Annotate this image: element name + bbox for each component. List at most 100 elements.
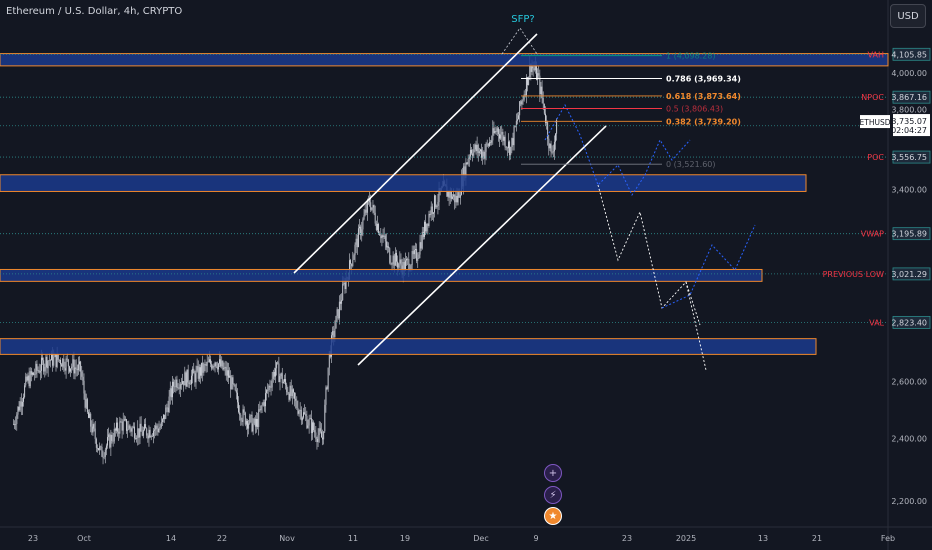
candle-body (315, 432, 317, 439)
price-tick-label: 3,400.00 (891, 185, 927, 194)
candle-body (228, 370, 229, 378)
candle-body (158, 428, 160, 433)
candle-body (206, 361, 208, 366)
level-label: VWAP (861, 230, 884, 239)
candle-body (268, 385, 270, 391)
candle-body (340, 301, 341, 304)
candle-body (148, 429, 150, 439)
candle-body (244, 412, 246, 425)
price-tick-label: 2,400.00 (891, 435, 927, 444)
candle-body (502, 131, 504, 141)
candle-body (305, 414, 307, 416)
candle-body (165, 407, 167, 419)
candle-body (503, 136, 505, 141)
fib-label: 0.618 (3,873.64) (666, 92, 741, 101)
candle-body (34, 374, 36, 375)
candle-body (17, 406, 19, 415)
candle-body (43, 360, 45, 372)
candle-body (296, 400, 298, 408)
candle-body (431, 206, 433, 214)
candle-body (438, 188, 440, 203)
candle-body (57, 354, 59, 360)
candle-body (82, 376, 84, 381)
candle-body (253, 418, 255, 424)
candle-body (448, 191, 450, 198)
candle-body (221, 360, 223, 367)
candle-body (93, 424, 95, 429)
time-tick-label: 2025 (676, 534, 696, 543)
candle-body (242, 409, 244, 422)
candle-body (208, 359, 210, 362)
flag-icon[interactable]: ★ (544, 507, 562, 525)
zone-box (0, 268, 763, 282)
candle-body (21, 401, 23, 407)
candle-body (334, 328, 336, 337)
candle-body (71, 366, 73, 369)
candle-body (211, 363, 213, 369)
candle-body (531, 66, 533, 72)
candle-body (279, 376, 281, 383)
candle-body (515, 120, 517, 127)
candle-body (185, 372, 187, 387)
candle-body (359, 226, 360, 229)
candle-body (85, 399, 87, 408)
candle-body (138, 428, 140, 438)
candle-body (336, 309, 338, 317)
zone-box (0, 53, 889, 67)
candle-body (35, 363, 37, 375)
candle-body (168, 396, 170, 413)
candle-body (454, 194, 456, 203)
candle-body (480, 149, 481, 152)
candle-body (222, 360, 224, 370)
candle-body (362, 219, 364, 230)
candle-body (176, 379, 178, 388)
candle-body (338, 301, 340, 319)
currency-button[interactable]: USD (890, 4, 926, 28)
candle-body (267, 390, 269, 391)
candle-body (499, 134, 500, 139)
lightning-icon[interactable]: ⚡ (544, 486, 562, 504)
candle-body (129, 425, 131, 429)
candle-body (429, 214, 431, 216)
candle-body (528, 77, 530, 86)
candle-body (150, 435, 152, 438)
level-price-value: 3,021.29 (891, 270, 927, 279)
candle-body (529, 63, 531, 78)
candle-body (128, 425, 130, 430)
candle-body (204, 364, 206, 365)
candle-body (277, 362, 279, 364)
candle-body (455, 195, 457, 203)
candle-body (275, 368, 276, 377)
candle-body (53, 356, 55, 366)
time-tick-label: Dec (473, 534, 488, 543)
candle-body (394, 252, 396, 266)
level-price-value: 3,867.16 (891, 93, 927, 102)
candle-body (63, 358, 65, 369)
candle-body (370, 202, 372, 210)
candle-body (111, 434, 113, 441)
candle-body (510, 146, 512, 155)
candle-body (541, 86, 543, 98)
candle-body (303, 412, 304, 418)
candle-body (112, 440, 114, 442)
candle-body (280, 373, 282, 377)
candle-body (123, 419, 125, 421)
candle-body (301, 417, 303, 421)
candle-body (314, 430, 316, 433)
candle-body (149, 429, 151, 438)
candle-body (488, 142, 490, 146)
candle-body (127, 429, 129, 431)
candle-body (61, 364, 63, 367)
zone-box (0, 338, 817, 355)
candle-body (33, 372, 35, 375)
candle-body (397, 261, 399, 268)
candle-body (540, 86, 542, 95)
plus-icon[interactable]: + (544, 464, 562, 482)
candle-body (385, 241, 387, 248)
candle-body (95, 438, 97, 448)
candle-body (46, 356, 48, 369)
candle-body (205, 364, 207, 366)
candle-body (201, 362, 203, 376)
